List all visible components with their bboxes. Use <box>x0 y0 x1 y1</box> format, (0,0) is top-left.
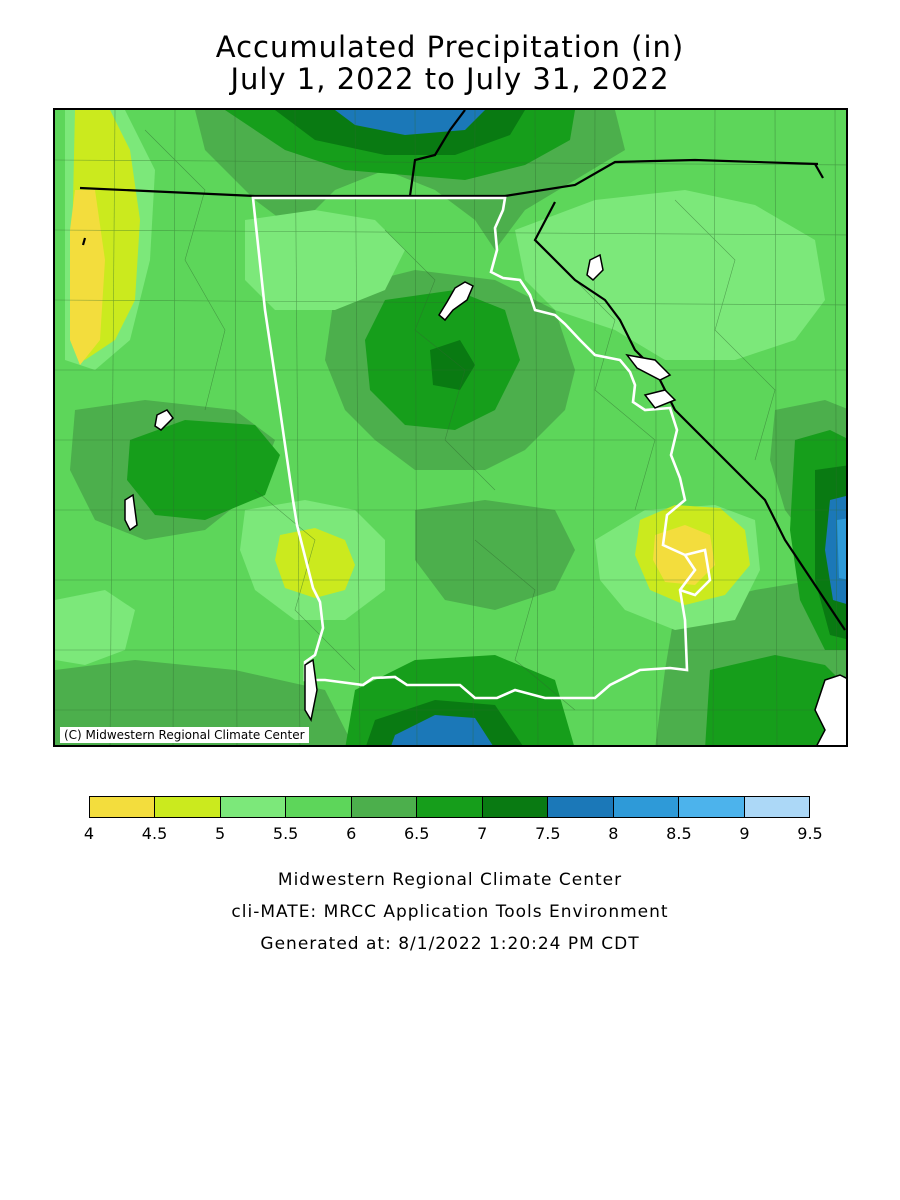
legend-tick-label: 8 <box>608 824 619 843</box>
legend-tick-label: 4 <box>83 824 95 843</box>
legend-swatch <box>679 797 745 817</box>
legend-swatch <box>351 797 418 817</box>
lake-shape <box>124 493 138 532</box>
river-shape <box>586 253 604 282</box>
legend-swatch <box>90 797 156 817</box>
precip-zone-6-6.5 <box>415 500 575 610</box>
precip-zone-7.5-8 <box>335 110 485 135</box>
legend-swatch <box>548 797 614 817</box>
legend-tick-labels: 4 4.5 5 5.5 6 6.5 7 7.5 8 8.5 9 9.5 <box>84 824 823 846</box>
coast-shape <box>814 674 846 745</box>
legend-tick-label: 5 <box>214 824 226 843</box>
precip-zone-6.5-7 <box>705 655 846 745</box>
map-title-line-2: July 1, 2022 to July 31, 2022 <box>230 62 670 96</box>
color-legend <box>89 796 810 818</box>
county-boundaries <box>55 110 846 745</box>
legend-tick-label: 9.5 <box>797 824 823 843</box>
state-boundaries <box>79 110 846 631</box>
legend-tick-label: 6.5 <box>403 824 430 843</box>
precipitation-map: (C) Midwestern Regional Climate Center <box>53 108 848 747</box>
precip-zone-8-8.5 <box>837 518 846 580</box>
legend-swatch <box>482 797 549 817</box>
footer-organization: Midwestern Regional Climate Center <box>277 870 623 890</box>
legend-swatch <box>286 797 352 817</box>
precip-zone-4.5-5 <box>275 528 355 598</box>
copyright-notice: (C) Midwestern Regional Climate Center <box>60 727 309 743</box>
legend-swatch <box>155 797 221 817</box>
lake-shape <box>438 281 474 322</box>
legend-tick-label: 4.5 <box>141 824 168 843</box>
precip-zone-6-6.5 <box>55 660 353 745</box>
precip-zone-5-5.5 <box>245 210 405 310</box>
legend-tick-label: 7 <box>477 824 488 843</box>
lake-shape <box>154 409 174 431</box>
legend-tick-label: 6 <box>346 824 357 843</box>
legend-tick-label: 8.5 <box>666 824 692 843</box>
legend-swatch <box>613 797 680 817</box>
legend-tick-label: 7.5 <box>535 824 561 843</box>
footer-application: cli-MATE: MRCC Application Tools Environ… <box>231 902 669 922</box>
precip-zone-5-5.5 <box>515 190 825 360</box>
legend-swatch <box>417 797 483 817</box>
legend-swatch <box>220 797 287 817</box>
footer-generated-at: Generated at: 8/1/2022 1:20:24 PM CDT <box>260 934 640 954</box>
precip-zone-6.5-7 <box>127 420 280 520</box>
state-outline-inner <box>679 548 712 597</box>
precip-zone-5-5.5 <box>55 590 135 665</box>
legend-tick-label: 5.5 <box>272 824 299 843</box>
map-title-line-1: Accumulated Precipitation (in) <box>215 30 685 64</box>
legend-tick-label: 9 <box>739 824 750 843</box>
legend-swatch <box>744 797 809 817</box>
river-shape <box>625 353 672 381</box>
precip-zone-7-7.5 <box>430 340 475 390</box>
map-canvas <box>55 110 846 745</box>
precip-zone-4-4.5 <box>70 190 105 365</box>
river-shape <box>643 389 677 409</box>
river-shape <box>304 658 318 723</box>
